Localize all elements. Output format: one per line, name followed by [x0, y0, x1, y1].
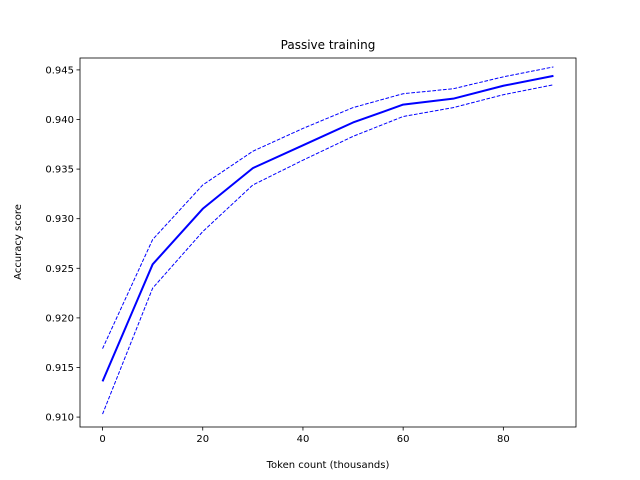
y-tick-label: 0.915	[45, 363, 74, 374]
plot-area	[80, 58, 576, 427]
series-line-mean	[101, 74, 554, 382]
y-tick-label: 0.940	[45, 115, 74, 126]
tick-layer: 0 20 40 60 80 0.910 0.915 0.920 0.925 0.930 0.935 0…	[45, 65, 509, 445]
y-tick-label: 0.920	[45, 313, 74, 324]
x-tick-label: 60	[397, 434, 410, 445]
series-line-lower-bound	[102, 84, 554, 415]
series-line-upper-bound	[102, 66, 554, 349]
y-axis-label: Accuracy score	[13, 204, 24, 280]
x-tick-label: 0	[99, 434, 105, 445]
x-tick-label: 40	[297, 434, 310, 445]
x-tick-label: 20	[196, 434, 209, 445]
plot-frame	[79, 57, 577, 428]
x-tick-label: 80	[497, 434, 510, 445]
y-tick-label: 0.935	[45, 165, 74, 176]
y-tick-label: 0.925	[45, 264, 74, 275]
chart-title: Passive training	[281, 38, 376, 52]
series-layer	[101, 66, 554, 415]
x-axis-label: Token count (thousands)	[266, 460, 390, 471]
y-tick-label: 0.945	[45, 65, 74, 76]
y-tick-label: 0.910	[45, 413, 74, 424]
y-tick-label: 0.930	[45, 214, 74, 225]
